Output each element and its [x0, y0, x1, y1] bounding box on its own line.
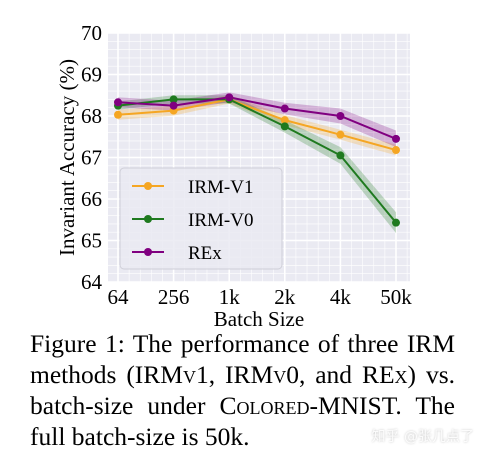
- data-point-irm-v1: [114, 110, 122, 119]
- y-tick-label: 65: [81, 229, 102, 253]
- y-tick-label: 67: [81, 146, 102, 170]
- caption-run: , IRM: [208, 360, 274, 389]
- x-axis-label: Batch Size: [214, 307, 304, 330]
- legend-marker-irm-v1: [144, 182, 152, 190]
- y-tick-label: 69: [81, 63, 102, 87]
- legend-label: IRM-V1: [188, 177, 253, 198]
- data-point-irm-v0: [392, 218, 400, 227]
- y-axis-label: Invariant Accuracy (%): [55, 59, 79, 256]
- y-tick-label: 68: [81, 104, 102, 128]
- caption-smallcaps-run: x: [394, 360, 408, 389]
- y-tick-label: 70: [81, 21, 102, 45]
- caption-smallcaps-run: v1: [182, 360, 209, 389]
- data-point-rex: [392, 134, 400, 143]
- caption-run: The performance of three IRM methods (IR…: [30, 329, 455, 389]
- legend-marker-irm-v0: [144, 215, 152, 223]
- legend-label: REx: [188, 243, 222, 264]
- y-tick-label: 66: [81, 187, 102, 211]
- data-point-irm-v1: [336, 130, 345, 139]
- caption-run: ) vs. batch-size under C: [30, 360, 455, 420]
- caption-run: , and RE: [298, 360, 395, 389]
- data-point-rex: [280, 104, 289, 113]
- data-point-rex: [336, 112, 345, 120]
- caption-smallcaps-run: v0: [273, 360, 299, 389]
- caption-label: Figure 1:: [30, 329, 125, 358]
- legend-marker-rex: [144, 248, 152, 256]
- data-point-irm-v0: [169, 95, 178, 104]
- data-point-rex: [225, 93, 234, 102]
- watermark: 知乎 @张几点了: [371, 429, 474, 445]
- y-tick-label: 64: [81, 270, 103, 294]
- figure-caption: Figure 1: The performance of three IRM m…: [30, 328, 455, 452]
- caption-run: -MNIST. The full batch-size is 50k.: [30, 391, 455, 451]
- x-tick-label: 4k: [330, 285, 352, 309]
- series-line-irm-v0: [117, 98, 397, 224]
- data-point-rex: [114, 98, 122, 107]
- line-chart: 64 65 66 67 68 69 70 64 256 1k 2k 4k 50k Batch Size…: [55, 21, 412, 330]
- x-tick-label: 256: [158, 285, 190, 309]
- caption-smallcaps-run: olored: [236, 391, 310, 420]
- data-point-irm-v0: [280, 122, 289, 131]
- x-tick-label: 50k: [380, 285, 412, 309]
- confidence-band-irm-v1: [118, 95, 396, 156]
- legend-label: IRM-V0: [188, 210, 253, 231]
- x-tick-label: 2k: [274, 285, 296, 309]
- legend: IRM-V1 IRM-V0 REx: [119, 167, 283, 270]
- series-line-rex: [117, 96, 397, 140]
- confidence-band-rex: [118, 92, 396, 148]
- series-line-irm-v1: [117, 98, 397, 151]
- data-point-irm-v1: [392, 146, 400, 155]
- x-tick-label: 64: [108, 285, 130, 309]
- data-point-rex: [169, 101, 178, 110]
- x-tick-label: 1k: [219, 285, 241, 309]
- data-point-irm-v1: [280, 116, 289, 125]
- caption-text: The performance of three IRM methods (IR…: [30, 329, 455, 451]
- legend-box: [119, 167, 283, 270]
- data-point-irm-v0: [336, 151, 345, 160]
